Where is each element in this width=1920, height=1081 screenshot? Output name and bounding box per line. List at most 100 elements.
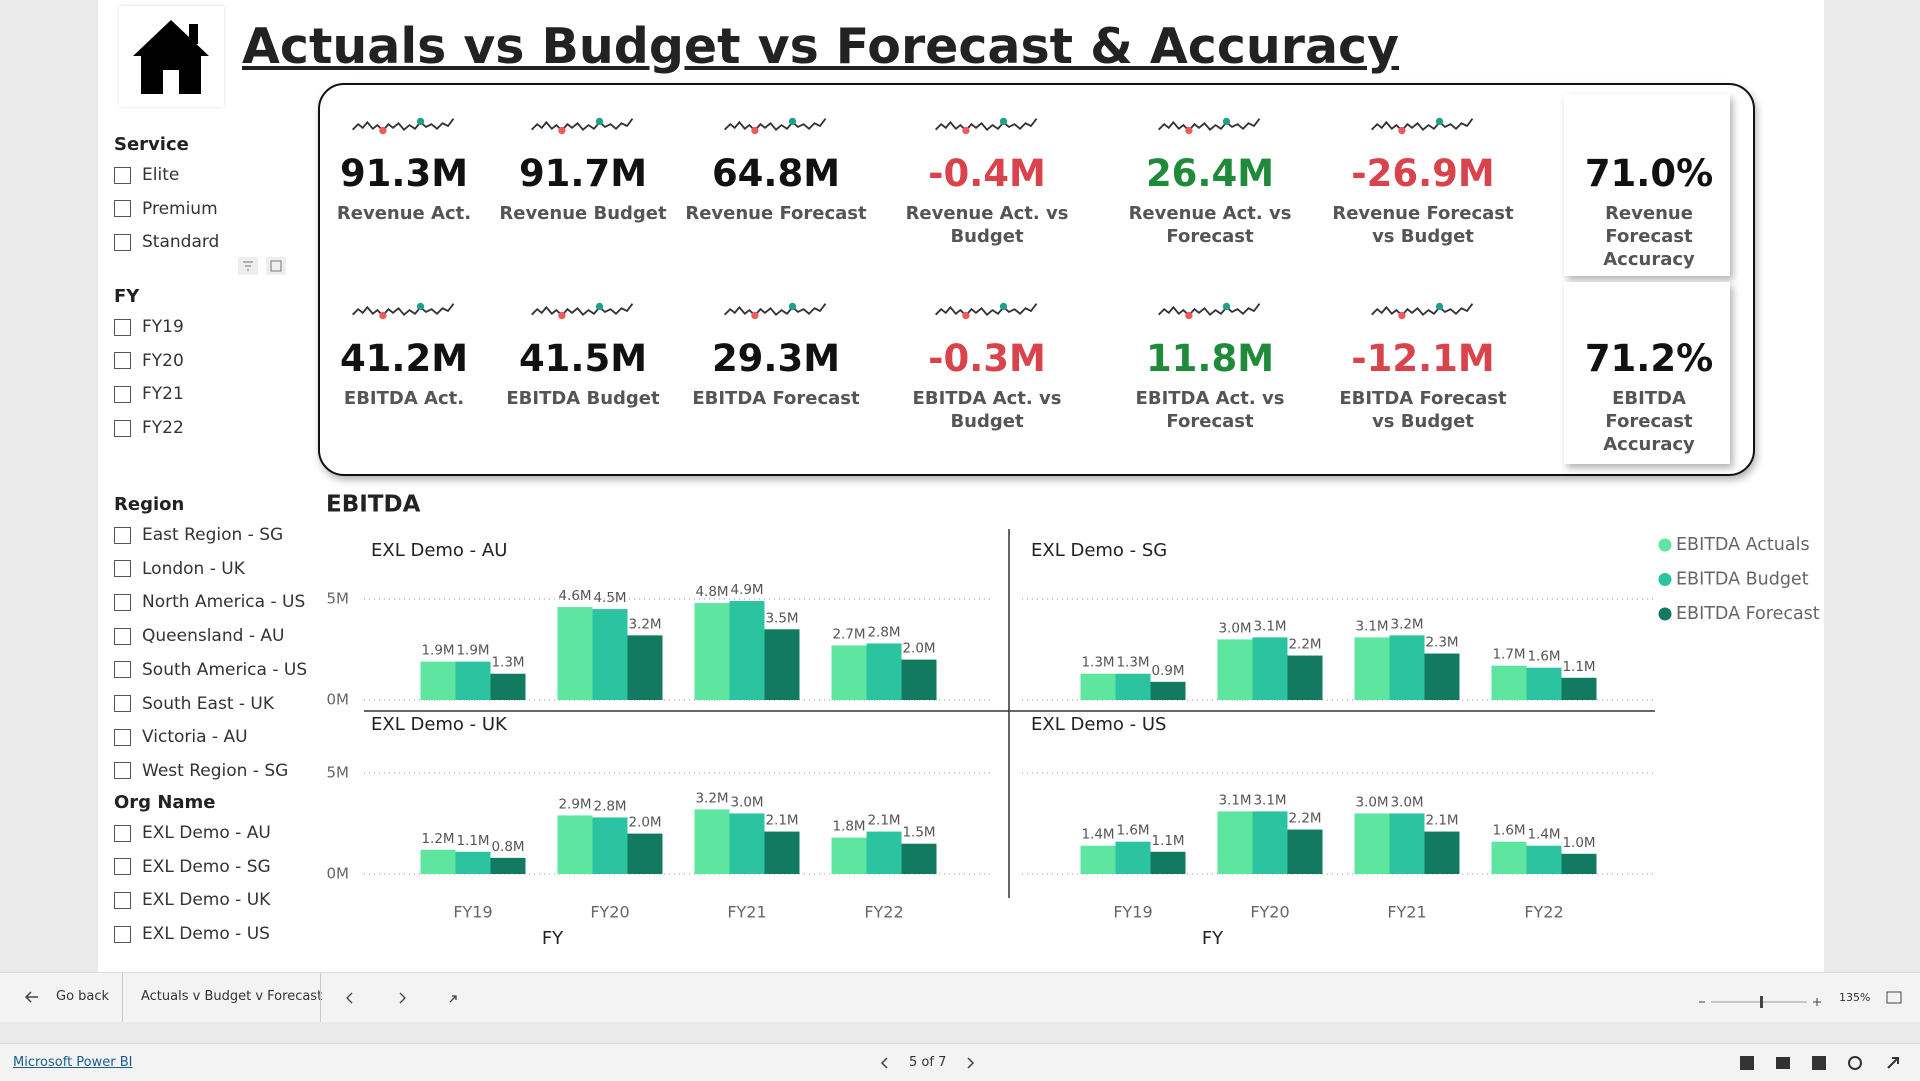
checkbox[interactable] — [114, 233, 131, 251]
bar[interactable] — [694, 809, 730, 874]
slicer-item[interactable]: East Region - SG — [114, 525, 283, 545]
fit-icon[interactable] — [1886, 991, 1902, 1004]
bar[interactable] — [831, 837, 867, 874]
slicer-item[interactable]: Elite — [114, 165, 179, 185]
slicer-item[interactable]: Queensland - AU — [114, 626, 284, 646]
checkbox[interactable] — [114, 352, 131, 370]
bar[interactable] — [1217, 639, 1253, 700]
page-arrows[interactable] — [878, 1056, 978, 1070]
slicer-item[interactable]: FY22 — [114, 418, 184, 438]
bar[interactable] — [866, 831, 902, 874]
checkbox[interactable] — [114, 891, 131, 909]
checkbox[interactable] — [114, 419, 131, 437]
bar[interactable] — [1354, 637, 1390, 700]
checkbox[interactable] — [114, 695, 131, 712]
bar[interactable] — [420, 849, 456, 874]
bar[interactable] — [1491, 841, 1527, 874]
checkbox[interactable] — [114, 560, 131, 578]
bar[interactable] — [1287, 655, 1323, 700]
bar[interactable] — [490, 857, 526, 874]
checkbox[interactable] — [114, 526, 131, 544]
checkbox[interactable] — [114, 166, 131, 184]
bar[interactable] — [1080, 673, 1116, 700]
zoom-slider[interactable] — [1697, 995, 1827, 1009]
checkbox[interactable] — [114, 728, 131, 746]
bar[interactable] — [729, 601, 765, 700]
bar[interactable] — [1252, 637, 1288, 700]
slicer-item[interactable]: Premium — [114, 199, 218, 219]
bar[interactable] — [764, 629, 800, 700]
bar[interactable] — [1561, 853, 1597, 874]
bar[interactable] — [1389, 635, 1425, 700]
checkbox[interactable] — [114, 627, 131, 645]
checkbox[interactable] — [114, 858, 131, 876]
checkbox[interactable] — [114, 661, 131, 679]
slicer-item[interactable]: EXL Demo - UK — [114, 890, 270, 910]
bar[interactable] — [1526, 667, 1562, 700]
slicer-item[interactable]: FY19 — [114, 317, 184, 337]
slicer-item[interactable]: EXL Demo - AU — [114, 823, 271, 843]
bar[interactable] — [729, 813, 765, 874]
share-icons[interactable] — [1738, 1054, 1908, 1072]
checkbox[interactable] — [114, 925, 131, 943]
checkbox[interactable] — [114, 593, 131, 611]
bar[interactable] — [1150, 681, 1186, 700]
bar[interactable] — [694, 603, 730, 700]
bar[interactable] — [1354, 813, 1390, 874]
bar[interactable] — [1389, 813, 1425, 874]
bar[interactable] — [831, 645, 867, 700]
slicer-item[interactable]: Victoria - AU — [114, 727, 248, 747]
legend-marker[interactable] — [1658, 573, 1672, 586]
bar[interactable] — [901, 843, 937, 874]
slicer-item[interactable]: West Region - SG — [114, 761, 288, 781]
bar[interactable] — [455, 851, 491, 874]
checkbox[interactable] — [114, 385, 131, 403]
bar[interactable] — [1217, 811, 1253, 874]
back-arrow[interactable] — [24, 990, 40, 1004]
brand-link[interactable]: Microsoft Power BI — [13, 1055, 133, 1070]
slicer-icons[interactable] — [238, 257, 288, 277]
legend-label[interactable]: EBITDA Actuals — [1676, 535, 1810, 555]
slicer-item[interactable]: South America - US — [114, 660, 307, 680]
bar[interactable] — [1115, 673, 1151, 700]
slicer-item[interactable]: London - UK — [114, 559, 245, 579]
legend-marker[interactable] — [1658, 538, 1672, 552]
bar[interactable] — [764, 831, 800, 874]
slicer-item[interactable]: FY21 — [114, 384, 184, 404]
slicer-item[interactable]: FY20 — [114, 351, 184, 371]
bar[interactable] — [1115, 841, 1151, 874]
home-button[interactable] — [119, 6, 224, 107]
bar[interactable] — [866, 643, 902, 700]
slicer-item[interactable]: EXL Demo - SG — [114, 857, 271, 877]
checkbox[interactable] — [114, 318, 131, 336]
bar[interactable] — [1150, 851, 1186, 874]
bar[interactable] — [455, 661, 491, 700]
bar[interactable] — [490, 673, 526, 700]
bar[interactable] — [1424, 653, 1460, 700]
bar[interactable] — [557, 607, 593, 700]
legend-marker[interactable] — [1658, 607, 1672, 621]
bar[interactable] — [592, 817, 628, 874]
slicer-item[interactable]: Standard — [114, 232, 219, 252]
bar[interactable] — [627, 635, 663, 700]
bar[interactable] — [1526, 845, 1562, 874]
bar[interactable] — [901, 659, 937, 700]
checkbox[interactable] — [114, 200, 131, 218]
slicer-item[interactable]: South East - UK — [114, 694, 274, 714]
bar[interactable] — [627, 833, 663, 874]
bar[interactable] — [1491, 665, 1527, 700]
bar[interactable] — [1561, 677, 1597, 700]
bar[interactable] — [1080, 845, 1116, 874]
checkbox[interactable] — [114, 824, 131, 842]
back-button[interactable]: Go back — [56, 989, 110, 1004]
bar[interactable] — [1287, 829, 1323, 874]
legend-label[interactable]: EBITDA Budget — [1676, 570, 1809, 590]
bar[interactable] — [557, 815, 593, 874]
checkbox[interactable] — [114, 762, 131, 780]
legend-label[interactable]: EBITDA Forecast — [1676, 604, 1820, 624]
nav-icons[interactable] — [334, 990, 474, 1006]
bar[interactable] — [420, 661, 456, 700]
slicer-item[interactable]: North America - US — [114, 592, 305, 612]
bar[interactable] — [592, 609, 628, 700]
bar[interactable] — [1424, 831, 1460, 874]
